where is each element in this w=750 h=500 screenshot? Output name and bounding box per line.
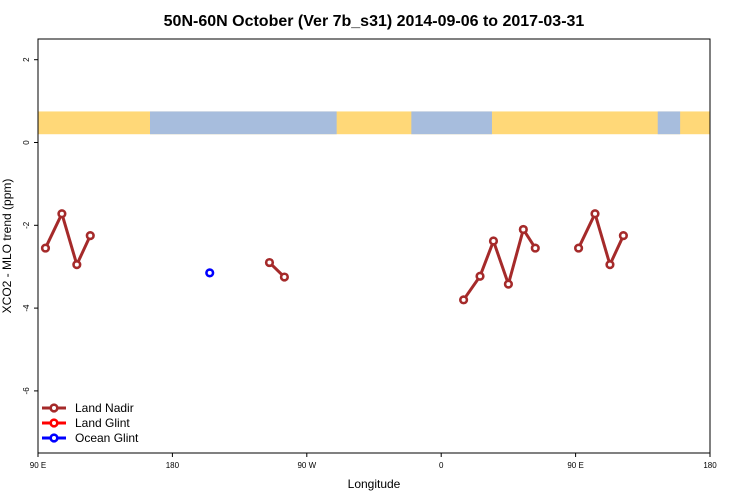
x-tick-label: 0 bbox=[439, 461, 444, 470]
series-line bbox=[577, 212, 625, 267]
y-axis-label: XCO2 - MLO trend (ppm) bbox=[0, 179, 14, 314]
y-axis: 2 0 -2 -4 -6 bbox=[22, 57, 38, 395]
y-tick-label: -6 bbox=[22, 387, 31, 395]
legend-label: Land Glint bbox=[75, 416, 130, 430]
map-ocean bbox=[150, 111, 337, 135]
data-point bbox=[590, 209, 600, 219]
map-strip bbox=[38, 111, 710, 135]
legend-label: Land Nadir bbox=[75, 401, 134, 415]
x-tick-label: 90 W bbox=[297, 461, 316, 470]
x-tick-label: 180 bbox=[166, 461, 180, 470]
map-ocean bbox=[411, 111, 492, 135]
y-tick-label: 2 bbox=[22, 57, 31, 62]
map-land bbox=[38, 111, 710, 135]
data-point bbox=[40, 243, 51, 253]
data-point bbox=[85, 231, 95, 241]
data-point bbox=[518, 224, 528, 235]
map-ocean bbox=[657, 111, 681, 135]
x-axis-label: Longitude bbox=[348, 477, 401, 491]
x-tick-label: 90 E bbox=[567, 461, 583, 470]
data-point bbox=[503, 279, 514, 289]
x-tick-label: 180 bbox=[703, 461, 717, 470]
legend-label: Ocean Glint bbox=[75, 431, 139, 445]
y-tick-label: -2 bbox=[22, 221, 31, 229]
data-point bbox=[573, 243, 584, 253]
data-point bbox=[488, 236, 499, 246]
series-layer bbox=[40, 209, 628, 305]
data-point bbox=[618, 231, 628, 241]
plot-frame bbox=[37, 38, 711, 454]
legend-marker bbox=[49, 403, 59, 413]
legend-marker bbox=[49, 418, 59, 428]
data-point bbox=[205, 268, 215, 278]
series-line bbox=[44, 212, 92, 267]
x-axis: 90 E 180 90 W 0 90 E 180 bbox=[30, 453, 717, 470]
data-point bbox=[264, 257, 275, 268]
data-point bbox=[279, 272, 290, 282]
data-point bbox=[605, 260, 615, 270]
y-tick-label: -4 bbox=[22, 304, 31, 312]
x-tick-label: 90 E bbox=[30, 461, 46, 470]
data-point bbox=[475, 271, 485, 281]
chart-title: 50N-60N October (Ver 7b_s31) 2014-09-06 … bbox=[164, 13, 585, 30]
data-point bbox=[530, 243, 540, 253]
series-line bbox=[462, 227, 537, 301]
data-point bbox=[57, 209, 67, 219]
y-tick-label: 0 bbox=[22, 140, 31, 145]
legend-marker bbox=[49, 433, 59, 443]
data-point bbox=[459, 295, 469, 305]
data-point bbox=[72, 260, 82, 270]
